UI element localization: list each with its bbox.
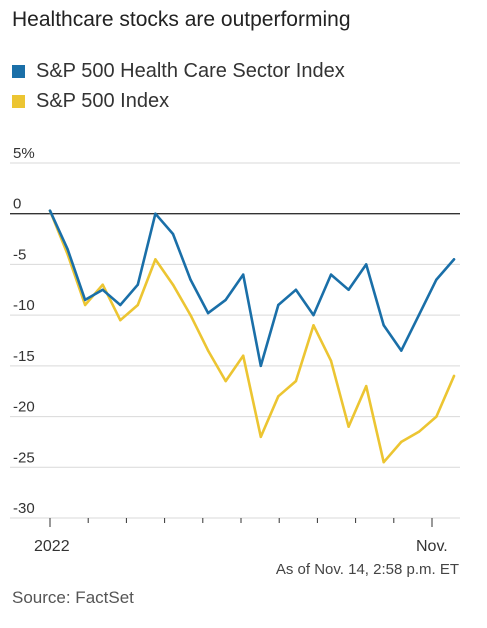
data-point-sp500 <box>277 395 280 398</box>
data-point-health-care <box>259 364 262 368</box>
data-point-health-care <box>329 273 333 276</box>
data-point-health-care <box>136 283 140 286</box>
x-label-end: Nov. <box>416 538 448 555</box>
legend-swatch-health-care <box>12 65 25 78</box>
y-tick-label: -30 <box>13 500 35 517</box>
data-point-health-care <box>417 313 421 317</box>
data-point-health-care <box>242 273 245 276</box>
source-note: Source: FactSet <box>12 588 134 607</box>
data-point-health-care <box>171 232 175 236</box>
data-point-health-care <box>294 288 298 291</box>
data-point-health-care <box>400 349 403 352</box>
data-point-sp500 <box>83 303 87 307</box>
x-label-start: 2022 <box>34 538 70 555</box>
data-point-health-care <box>224 298 227 302</box>
data-point-health-care <box>83 298 87 302</box>
data-point-sp500 <box>206 349 210 352</box>
y-tick-label: -5 <box>13 246 26 263</box>
data-point-sp500 <box>400 440 403 444</box>
data-point-health-care <box>189 278 192 281</box>
data-point-sp500 <box>171 283 175 286</box>
data-point-health-care <box>312 313 315 317</box>
legend-swatch-sp500 <box>12 95 25 108</box>
data-point-health-care <box>206 311 210 315</box>
data-point-health-care <box>382 324 385 327</box>
y-tick-label: 5% <box>13 145 35 162</box>
legend-label-sp500: S&P 500 Index <box>36 90 170 112</box>
data-point-sp500 <box>329 359 333 362</box>
y-tick-label: 0 <box>13 196 21 213</box>
y-tick-label: -15 <box>13 348 35 365</box>
data-point-health-care <box>452 258 456 261</box>
data-point-sp500 <box>242 354 245 357</box>
data-point-sp500 <box>382 461 385 464</box>
data-point-sp500 <box>189 313 192 317</box>
y-tick-label: -10 <box>13 297 35 314</box>
data-point-health-care <box>277 303 280 307</box>
y-tick-label: -20 <box>13 399 35 416</box>
data-point-sp500 <box>417 430 421 433</box>
chart-title: Healthcare stocks are outperforming <box>12 8 351 31</box>
data-point-sp500 <box>224 379 227 383</box>
y-tick-label: -25 <box>13 449 35 466</box>
data-point-health-care <box>347 288 350 291</box>
data-point-sp500 <box>259 435 262 439</box>
series-line-sp500 <box>48 209 456 464</box>
data-point-sp500 <box>364 384 368 388</box>
data-point-sp500 <box>452 374 456 378</box>
data-point-health-care <box>435 278 438 281</box>
data-point-sp500 <box>154 258 157 261</box>
data-point-health-care <box>48 209 52 212</box>
legend-label-health-care: S&P 500 Health Care Sector Index <box>36 60 345 82</box>
data-point-sp500 <box>312 324 315 327</box>
legend-item-sp500: S&P 500 Index <box>12 90 169 113</box>
timestamp-note: As of Nov. 14, 2:58 p.m. ET <box>275 561 459 578</box>
data-point-health-care <box>364 263 368 266</box>
data-point-sp500 <box>136 303 140 307</box>
data-point-health-care <box>119 303 122 307</box>
data-point-health-care <box>66 248 69 251</box>
data-point-sp500 <box>294 379 298 383</box>
data-point-health-care <box>101 288 104 291</box>
data-point-sp500 <box>435 415 438 418</box>
legend-item-health-care: S&P 500 Health Care Sector Index <box>12 60 345 83</box>
data-point-sp500 <box>101 283 104 286</box>
data-point-sp500 <box>119 319 122 322</box>
series-line-health-care <box>48 209 456 368</box>
data-point-health-care <box>154 212 157 215</box>
data-point-sp500 <box>347 425 350 428</box>
